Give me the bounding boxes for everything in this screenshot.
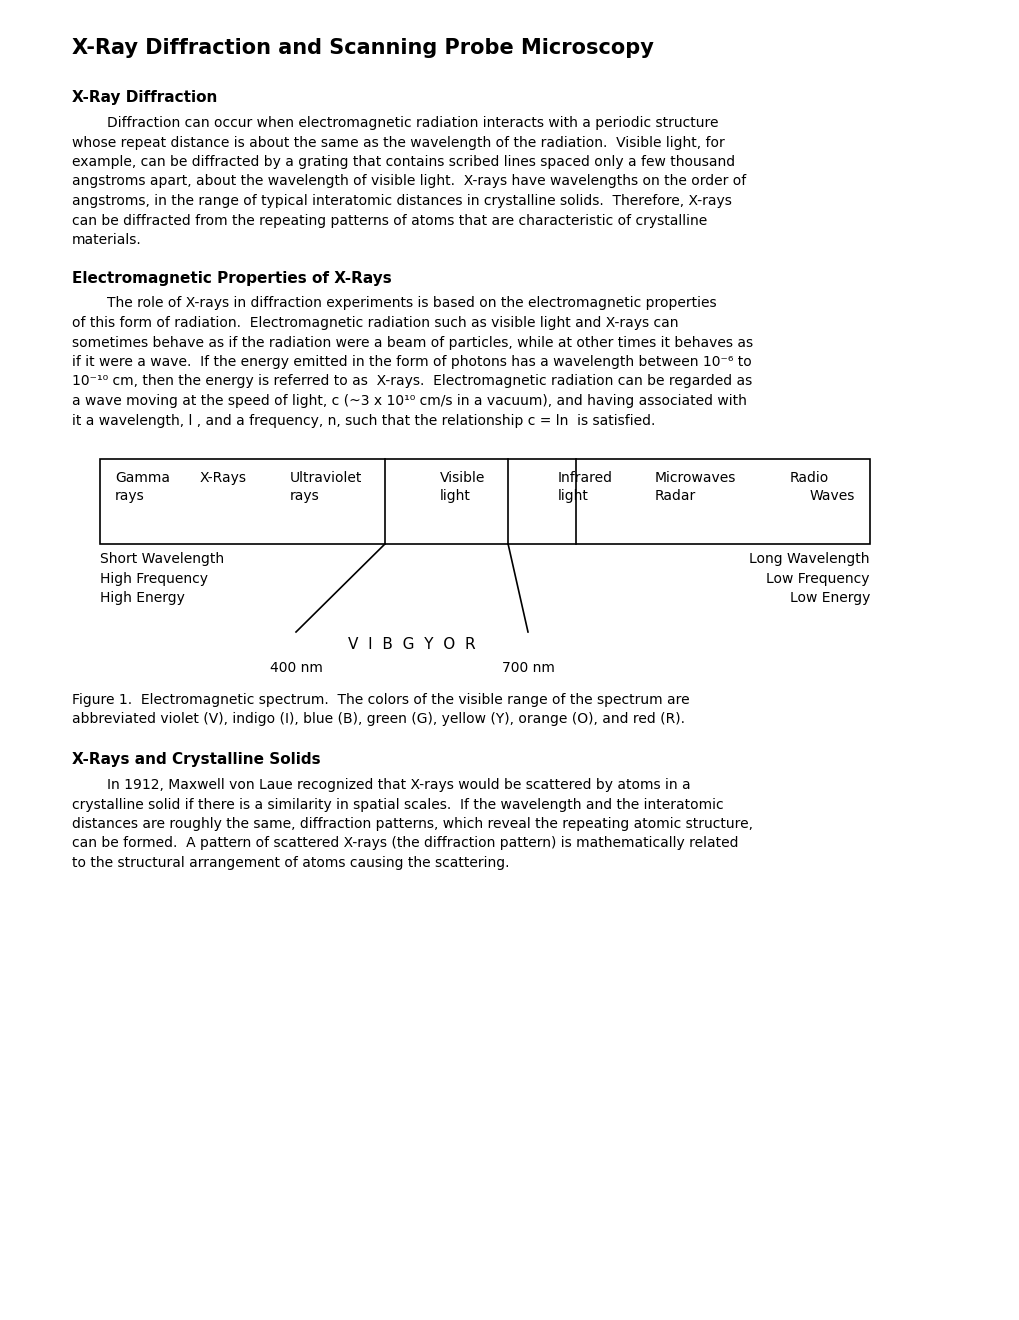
Text: Radio: Radio <box>790 471 828 484</box>
Text: can be formed.  A pattern of scattered X-rays (the diffraction pattern) is mathe: can be formed. A pattern of scattered X-… <box>72 837 738 850</box>
Text: Infrared: Infrared <box>557 471 612 484</box>
Text: Figure 1.  Electromagnetic spectrum.  The colors of the visible range of the spe: Figure 1. Electromagnetic spectrum. The … <box>72 693 689 708</box>
Text: Short Wavelength: Short Wavelength <box>100 552 224 566</box>
Text: Waves: Waves <box>809 488 855 503</box>
Text: Radar: Radar <box>654 488 696 503</box>
Text: abbreviated violet (V), indigo (I), blue (B), green (G), yellow (Y), orange (O),: abbreviated violet (V), indigo (I), blue… <box>72 713 685 726</box>
Text: materials.: materials. <box>72 234 142 247</box>
Text: X-Rays and Crystalline Solids: X-Rays and Crystalline Solids <box>72 752 320 767</box>
Text: V  I  B  G  Y  O  R: V I B G Y O R <box>347 638 475 652</box>
Text: High Frequency: High Frequency <box>100 572 208 586</box>
Text: rays: rays <box>289 488 319 503</box>
Text: of this form of radiation.  Electromagnetic radiation such as visible light and : of this form of radiation. Electromagnet… <box>72 315 678 330</box>
Text: a wave moving at the speed of light, c (~3 x 10¹⁰ cm/s in a vacuum), and having : a wave moving at the speed of light, c (… <box>72 393 746 408</box>
Text: distances are roughly the same, diffraction patterns, which reveal the repeating: distances are roughly the same, diffract… <box>72 817 752 832</box>
Text: light: light <box>439 488 471 503</box>
Text: X-Rays: X-Rays <box>200 471 247 484</box>
Text: whose repeat distance is about the same as the wavelength of the radiation.  Vis: whose repeat distance is about the same … <box>72 136 725 149</box>
Text: example, can be diffracted by a grating that contains scribed lines spaced only : example, can be diffracted by a grating … <box>72 154 735 169</box>
Text: Long Wavelength: Long Wavelength <box>749 552 869 566</box>
Text: light: light <box>557 488 588 503</box>
Text: Electromagnetic Properties of X-Rays: Electromagnetic Properties of X-Rays <box>72 271 391 285</box>
Text: X-Ray Diffraction: X-Ray Diffraction <box>72 90 217 106</box>
Text: High Energy: High Energy <box>100 591 184 605</box>
Text: angstroms apart, about the wavelength of visible light.  X-rays have wavelengths: angstroms apart, about the wavelength of… <box>72 174 746 189</box>
Text: it a wavelength, l , and a frequency, n, such that the relationship c = ln  is s: it a wavelength, l , and a frequency, n,… <box>72 413 655 428</box>
Text: X-Ray Diffraction and Scanning Probe Microscopy: X-Ray Diffraction and Scanning Probe Mic… <box>72 38 653 58</box>
Text: In 1912, Maxwell von Laue recognized that X-rays would be scattered by atoms in : In 1912, Maxwell von Laue recognized tha… <box>72 777 690 792</box>
Text: Visible: Visible <box>439 471 485 484</box>
Text: Microwaves: Microwaves <box>654 471 736 484</box>
Bar <box>100 459 869 544</box>
Text: 700 nm: 700 nm <box>501 661 554 675</box>
Text: Diffraction can occur when electromagnetic radiation interacts with a periodic s: Diffraction can occur when electromagnet… <box>72 116 717 129</box>
Text: rays: rays <box>115 488 145 503</box>
Text: angstroms, in the range of typical interatomic distances in crystalline solids. : angstroms, in the range of typical inter… <box>72 194 732 209</box>
Text: if it were a wave.  If the energy emitted in the form of photons has a wavelengt: if it were a wave. If the energy emitted… <box>72 355 751 370</box>
Text: 400 nm: 400 nm <box>269 661 322 675</box>
Text: Low Frequency: Low Frequency <box>765 572 869 586</box>
Text: crystalline solid if there is a similarity in spatial scales.  If the wavelength: crystalline solid if there is a similari… <box>72 797 722 812</box>
Text: Ultraviolet: Ultraviolet <box>289 471 362 484</box>
Text: 10⁻¹⁰ cm, then the energy is referred to as  X-rays.  Electromagnetic radiation : 10⁻¹⁰ cm, then the energy is referred to… <box>72 375 752 388</box>
Text: Gamma: Gamma <box>115 471 170 484</box>
Text: to the structural arrangement of atoms causing the scattering.: to the structural arrangement of atoms c… <box>72 855 510 870</box>
Text: The role of X-rays in diffraction experiments is based on the electromagnetic pr: The role of X-rays in diffraction experi… <box>72 297 716 310</box>
Text: Low Energy: Low Energy <box>789 591 869 605</box>
Text: sometimes behave as if the radiation were a beam of particles, while at other ti: sometimes behave as if the radiation wer… <box>72 335 752 350</box>
Text: can be diffracted from the repeating patterns of atoms that are characteristic o: can be diffracted from the repeating pat… <box>72 214 706 227</box>
